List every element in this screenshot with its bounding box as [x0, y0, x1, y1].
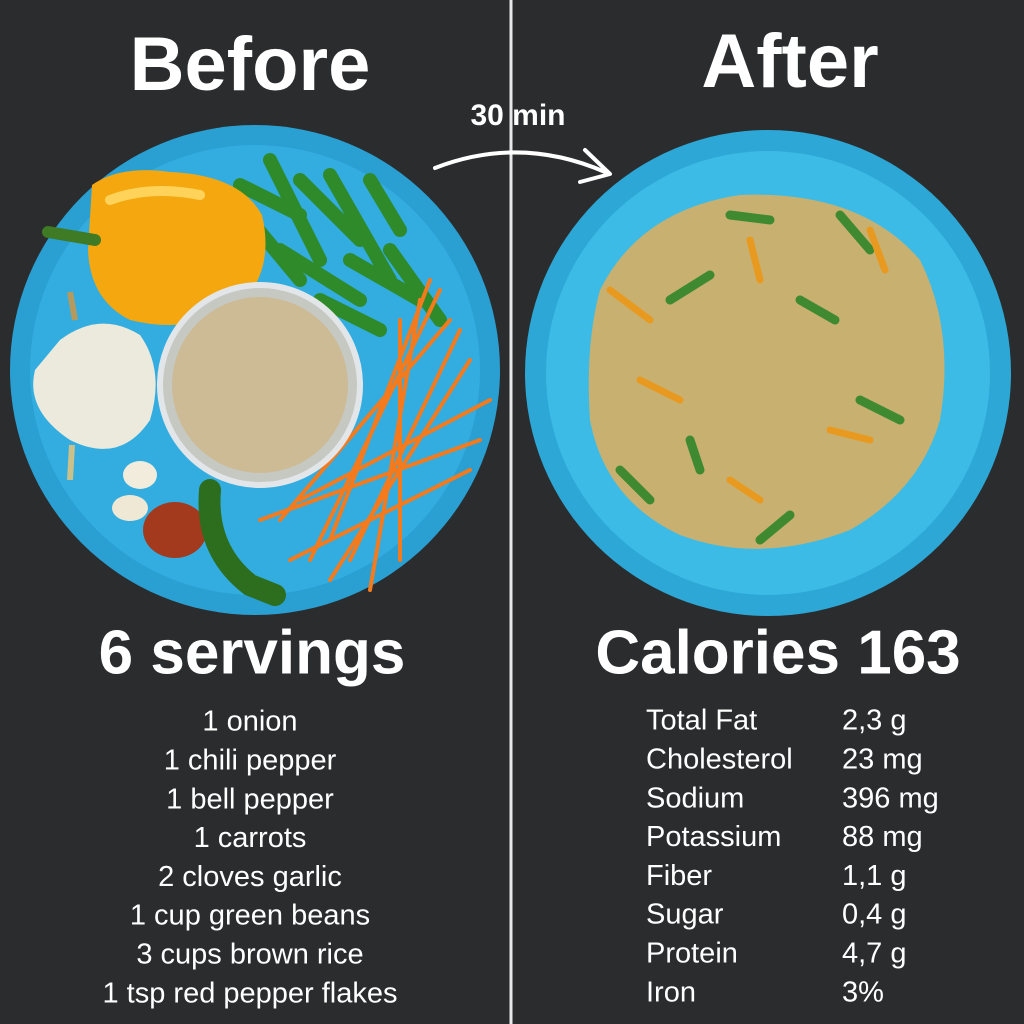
nutrient-amount: 396 mg [842, 782, 939, 814]
nutrient-name: Iron [646, 976, 696, 1008]
nutrient-amount: 0,4 g [842, 899, 907, 931]
nutrient-name: Sugar [646, 899, 724, 931]
ingredient: 1 tsp red pepper flakes [102, 977, 397, 1009]
after-title: After [701, 19, 878, 104]
before-title: Before [130, 22, 371, 107]
ingredient-list: 1 onion 1 chili pepper 1 bell pepper 1 carr… [102, 706, 397, 1010]
nutrient-amount: 1,1 g [842, 860, 907, 892]
nutrient-name: Total Fat [646, 705, 757, 737]
calories: Calories 163 [595, 618, 960, 687]
after-plate [525, 130, 1011, 616]
nutrient-amount: 23 mg [842, 743, 923, 775]
nutrient-amount: 2,3 g [842, 705, 907, 737]
before-plate [10, 125, 500, 615]
nutrient-name: Cholesterol [646, 743, 793, 775]
nutrient-name: Potassium [646, 821, 781, 853]
ingredient: 3 cups brown rice [136, 938, 363, 970]
nutrient-amount: 4,7 g [842, 937, 907, 969]
ingredient: 1 chili pepper [164, 744, 337, 776]
nutrient-name: Fiber [646, 860, 712, 892]
nutrient-amount: 88 mg [842, 821, 923, 853]
servings: 6 servings [99, 618, 406, 687]
ingredient: 2 cloves garlic [158, 861, 342, 893]
time-label: 30 min [470, 99, 565, 132]
nutrition-list: Total Fat 2,3 g Cholesterol 23 mg Sodium 396 … [646, 705, 939, 1009]
nutrient-amount: 3% [842, 976, 884, 1008]
ingredient: 1 carrots [194, 822, 307, 854]
ingredient: 1 cup green beans [130, 900, 370, 932]
nutrient-name: Protein [646, 937, 738, 969]
arrow [433, 148, 612, 184]
ingredient: 1 bell pepper [166, 783, 334, 815]
nutrient-name: Sodium [646, 782, 744, 814]
ingredient: 1 onion [202, 706, 297, 738]
